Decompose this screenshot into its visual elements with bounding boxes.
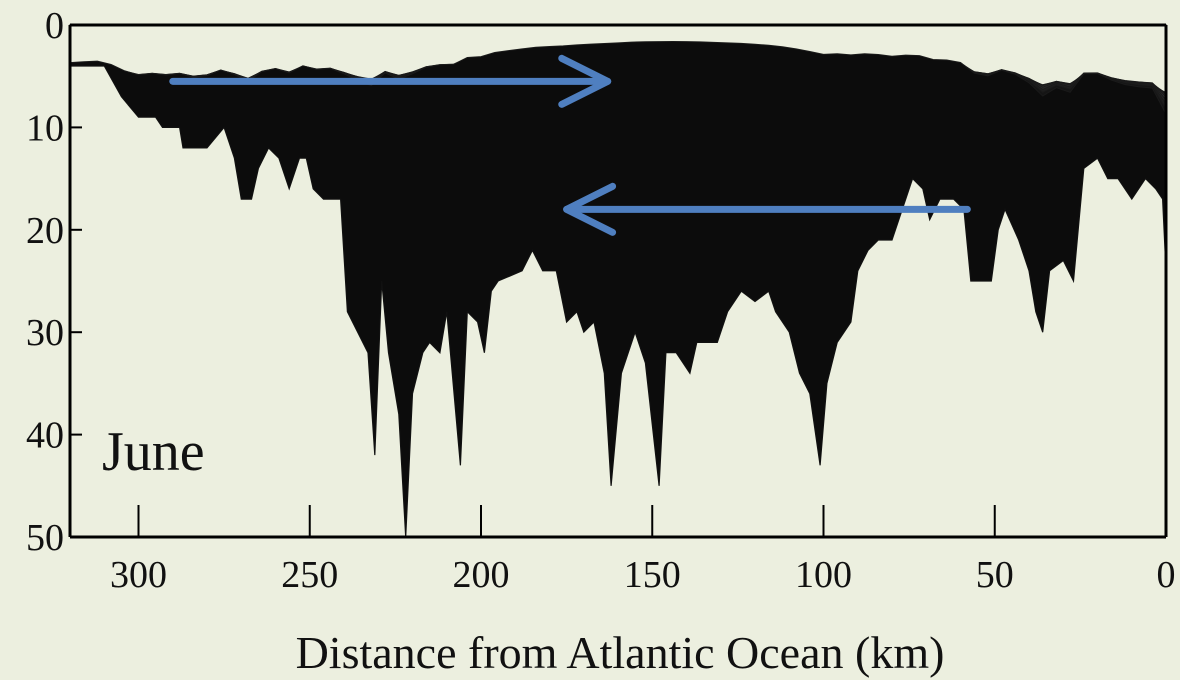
current-arrow-seaward (563, 182, 971, 236)
x-tick-label: 250 (281, 554, 338, 596)
x-tick-label: 200 (453, 554, 510, 596)
x-tick-label: 300 (110, 554, 167, 596)
axes: 300 250 200 150 100 50 0 0 10 20 30 40 50 (26, 5, 1176, 596)
panel-label: June (102, 421, 205, 483)
y-tick-label: 20 (26, 210, 64, 252)
current-arrows (169, 54, 971, 236)
y-tick-label: 0 (45, 5, 64, 47)
x-tick-label: 100 (795, 554, 852, 596)
y-tick-label: 30 (26, 312, 64, 354)
y-tick-label: 40 (26, 415, 64, 457)
arrow-head (558, 54, 612, 108)
x-tick-label: 150 (624, 554, 681, 596)
x-axis-title: Distance from Atlantic Ocean (km) (296, 627, 945, 678)
y-tick-label: 10 (26, 107, 64, 149)
x-tick-label: 50 (976, 554, 1014, 596)
bathymetry-outline (69, 24, 1167, 538)
arrow-head (563, 182, 617, 236)
x-tick-label: 0 (1157, 554, 1176, 596)
current-arrow-landward (169, 54, 612, 108)
y-tick-label: 50 (26, 517, 64, 559)
